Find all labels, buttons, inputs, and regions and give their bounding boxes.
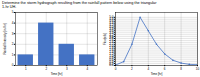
svg-text:3: 3	[12, 32, 14, 36]
svg-text:5.0: 5.0	[109, 16, 114, 20]
svg-text:10: 10	[196, 67, 200, 71]
svg-text:Flow[cfs]: Flow[cfs]	[103, 33, 107, 45]
svg-text:3: 3	[66, 67, 68, 71]
svg-text:2: 2	[12, 43, 14, 47]
svg-text:Rainfall Intensity [in./hr]: Rainfall Intensity [in./hr]	[3, 24, 7, 55]
svg-text:0: 0	[115, 67, 117, 71]
svg-text:Time [hr]: Time [hr]	[151, 72, 163, 76]
svg-text:2: 2	[131, 67, 133, 71]
svg-text:4: 4	[147, 67, 149, 71]
svg-text:4: 4	[12, 21, 14, 25]
svg-text:4: 4	[86, 67, 88, 71]
html-text:Determine the storm hydrograph: Determine the storm hydrograph resulting…	[2, 0, 157, 9]
svg-text:1: 1	[12, 53, 14, 57]
svg-text:Time [hr]: Time [hr]	[51, 72, 63, 76]
svg-text:6: 6	[164, 67, 166, 71]
svg-text:1: 1	[25, 67, 27, 71]
svg-text:5: 5	[12, 11, 14, 15]
svg-text:2: 2	[45, 67, 47, 71]
svg-text:8: 8	[180, 67, 182, 71]
svg-text:0: 0	[12, 64, 14, 68]
